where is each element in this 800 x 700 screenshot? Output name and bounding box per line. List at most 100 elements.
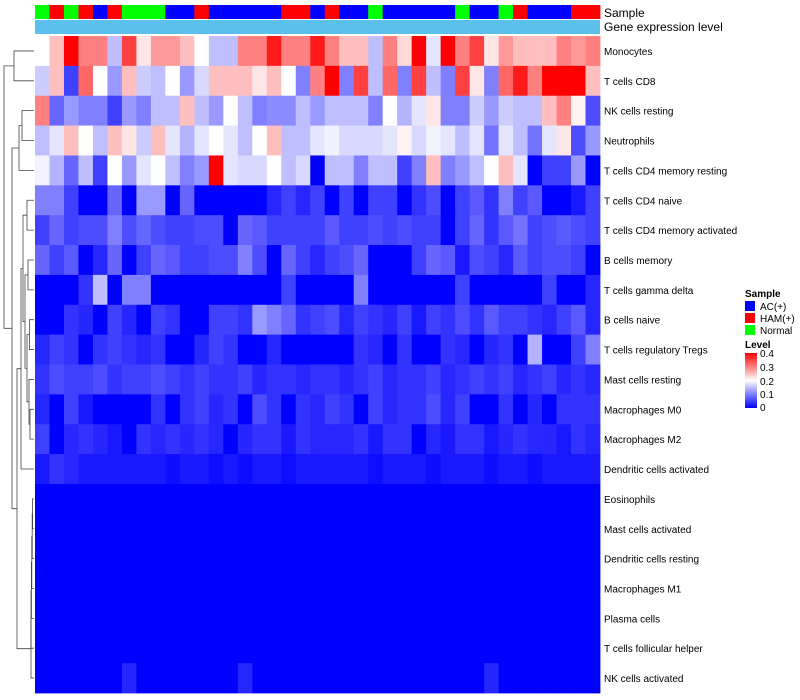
sample-annotation-cell bbox=[194, 5, 210, 19]
heatmap-cell bbox=[324, 65, 340, 97]
heatmap-cell bbox=[78, 95, 94, 126]
heatmap-cell bbox=[324, 603, 340, 634]
heatmap-cell bbox=[556, 424, 572, 455]
heatmap-cell bbox=[78, 633, 94, 664]
sample-annotation-cell bbox=[498, 5, 514, 19]
heatmap-cell bbox=[63, 543, 79, 574]
heatmap-cell bbox=[223, 245, 239, 276]
heatmap-cell bbox=[194, 633, 210, 664]
heatmap-cell bbox=[484, 364, 499, 395]
heatmap-cell bbox=[513, 483, 528, 515]
heatmap-cell bbox=[281, 633, 297, 664]
heatmap-cell bbox=[426, 215, 442, 246]
row-label: Macrophages M2 bbox=[604, 435, 682, 446]
heatmap-cell bbox=[310, 603, 326, 634]
heatmap-cell bbox=[469, 364, 485, 395]
heatmap-cell bbox=[411, 245, 427, 276]
heatmap-cell bbox=[179, 454, 195, 485]
heatmap-cell bbox=[353, 483, 369, 515]
row-label: Neutrophils bbox=[604, 137, 655, 148]
heatmap-cell bbox=[92, 304, 108, 336]
heatmap-cell bbox=[368, 513, 384, 545]
heatmap-cell bbox=[411, 215, 427, 246]
heatmap-cell bbox=[542, 603, 557, 634]
heatmap-cell bbox=[281, 513, 297, 545]
heatmap-cell bbox=[469, 573, 485, 604]
heatmap-cell bbox=[165, 573, 181, 604]
heatmap-cell bbox=[542, 274, 557, 306]
heatmap-cell bbox=[513, 573, 528, 604]
heatmap-cell bbox=[469, 394, 485, 425]
heatmap-cell bbox=[136, 245, 152, 276]
heatmap-cell bbox=[194, 573, 210, 604]
row-label: T cells gamma delta bbox=[604, 286, 694, 297]
heatmap-cell bbox=[339, 36, 355, 67]
heatmap-cell bbox=[295, 603, 311, 634]
sample-annotation-cell bbox=[353, 5, 369, 19]
heatmap-cell bbox=[223, 663, 239, 694]
heatmap-cell bbox=[92, 245, 108, 276]
heatmap-cell bbox=[426, 95, 442, 126]
heatmap-cell bbox=[150, 513, 166, 545]
heatmap-cell bbox=[35, 274, 50, 306]
heatmap-cell bbox=[484, 663, 499, 694]
heatmap-cell bbox=[339, 185, 355, 216]
heatmap-cell bbox=[324, 394, 340, 425]
heatmap-cell bbox=[527, 454, 543, 485]
heatmap-cell bbox=[252, 573, 268, 604]
heatmap-cell bbox=[339, 394, 355, 425]
heatmap-cell bbox=[585, 483, 601, 515]
heatmap-cell bbox=[35, 364, 50, 395]
heatmap-cell bbox=[223, 215, 239, 246]
dendrogram-branch bbox=[29, 408, 34, 440]
row-label: B cells memory bbox=[604, 256, 672, 267]
heatmap-cell bbox=[194, 543, 210, 574]
heatmap-cell bbox=[455, 364, 471, 395]
heatmap-cell bbox=[165, 215, 181, 246]
heatmap-cell bbox=[498, 304, 514, 336]
heatmap-cell bbox=[571, 245, 586, 276]
heatmap-cell bbox=[527, 215, 543, 246]
heatmap-cell bbox=[411, 185, 427, 216]
sample-annotation-cell bbox=[237, 5, 253, 19]
heatmap-cell bbox=[78, 185, 94, 216]
heatmap-cell bbox=[339, 573, 355, 604]
heatmap-cell bbox=[150, 36, 166, 67]
heatmap-cell bbox=[92, 633, 108, 664]
heatmap-cell bbox=[368, 125, 384, 156]
heatmap-cell bbox=[469, 274, 485, 306]
heatmap-cell bbox=[513, 663, 528, 694]
heatmap-cell bbox=[237, 543, 253, 574]
heatmap-cell bbox=[542, 663, 557, 694]
heatmap-cell bbox=[252, 65, 268, 97]
heatmap-cell bbox=[353, 663, 369, 694]
heatmap-cell bbox=[426, 274, 442, 306]
heatmap-cell bbox=[194, 36, 210, 67]
heatmap-cell bbox=[78, 573, 94, 604]
heatmap-cell bbox=[440, 573, 456, 604]
heatmap-cell bbox=[49, 663, 65, 694]
heatmap-cell bbox=[49, 454, 65, 485]
heatmap-cell bbox=[542, 65, 557, 97]
heatmap-cell bbox=[498, 65, 514, 97]
heatmap-cell bbox=[571, 95, 586, 126]
heatmap-cell bbox=[165, 663, 181, 694]
heatmap-cell bbox=[252, 304, 268, 336]
heatmap-cell bbox=[339, 364, 355, 395]
heatmap-cell bbox=[527, 95, 543, 126]
heatmap-cell bbox=[353, 424, 369, 455]
heatmap-cell bbox=[397, 65, 413, 97]
heatmap-cell bbox=[281, 663, 297, 694]
row-label: NK cells activated bbox=[604, 674, 683, 685]
heatmap-cell bbox=[397, 454, 413, 485]
heatmap-cell bbox=[411, 334, 427, 365]
heatmap-cell bbox=[353, 125, 369, 156]
heatmap-cell bbox=[35, 394, 50, 425]
heatmap-cell bbox=[440, 36, 456, 67]
heatmap-cell bbox=[353, 95, 369, 126]
heatmap-cell bbox=[339, 304, 355, 336]
heatmap-cell bbox=[542, 454, 557, 485]
heatmap-cell bbox=[208, 95, 224, 126]
heatmap-cell bbox=[179, 633, 195, 664]
heatmap-cell bbox=[208, 155, 224, 186]
